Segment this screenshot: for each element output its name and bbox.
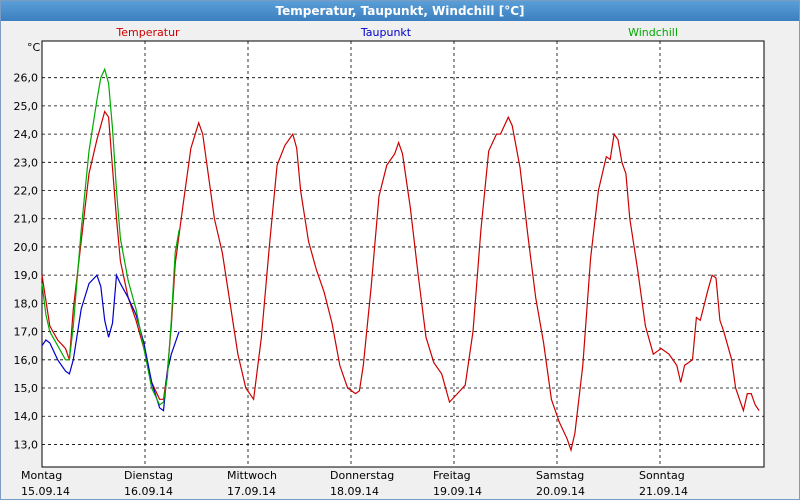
legend-taupunkt: Taupunkt <box>360 26 412 39</box>
x-date-label: 17.09.14 <box>227 485 276 498</box>
y-tick-label: 24,0 <box>14 128 39 141</box>
x-date-label: 16.09.14 <box>124 485 173 498</box>
y-tick-label: 26,0 <box>14 72 39 85</box>
x-date-label: 19.09.14 <box>433 485 482 498</box>
y-tick-label: 13,0 <box>14 438 39 451</box>
x-day-label: Dienstag <box>124 469 173 482</box>
legend-windchill: Windchill <box>628 26 678 39</box>
grid <box>42 41 764 467</box>
y-tick-label: 18,0 <box>14 297 39 310</box>
y-tick-label: 19,0 <box>14 269 39 282</box>
y-tick-label: 20,0 <box>14 241 39 254</box>
window-title: Temperatur, Taupunkt, Windchill [°C] <box>1 1 799 21</box>
x-day-label: Montag <box>21 469 62 482</box>
x-date-label: 20.09.14 <box>536 485 585 498</box>
x-day-label: Donnerstag <box>330 469 394 482</box>
series-lines <box>41 67 760 453</box>
y-tick-label: 22,0 <box>14 185 39 198</box>
series-line-windchill <box>41 67 180 406</box>
x-date-label: 21.09.14 <box>639 485 688 498</box>
y-tick-label: 15,0 <box>14 382 39 395</box>
x-day-label: Sonntag <box>639 469 685 482</box>
y-tick-label: 16,0 <box>14 354 39 367</box>
x-date-label: 18.09.14 <box>330 485 379 498</box>
x-day-label: Mittwoch <box>227 469 277 482</box>
x-day-label: Samstag <box>536 469 584 482</box>
y-axis-ticks: 13,0 14,0 15,0 16,0 17,0 18,0 19,0 20,0 21,0 22,0… <box>14 72 39 452</box>
y-tick-label: 21,0 <box>14 213 39 226</box>
legend-temperatur: Temperatur <box>115 26 180 39</box>
line-chart: 13,0 14,0 15,0 16,0 17,0 18,0 19,0 20,0 21,0 22,0… <box>1 21 799 499</box>
legend: Temperatur Taupunkt Windchill <box>115 26 678 39</box>
x-axis-labels: Montag 15.09.14 Dienstag 16.09.14 Mittwoch 17… <box>21 469 688 498</box>
y-tick-label: 14,0 <box>14 410 39 423</box>
y-tick-label: 17,0 <box>14 326 39 339</box>
y-tick-label: 25,0 <box>14 100 39 113</box>
x-day-label: Freitag <box>433 469 471 482</box>
series-line-taupunkt <box>41 272 180 412</box>
y-axis-label: °C <box>27 41 41 54</box>
x-date-label: 15.09.14 <box>21 485 70 498</box>
y-tick-label: 23,0 <box>14 156 39 169</box>
plot-area <box>41 40 765 468</box>
